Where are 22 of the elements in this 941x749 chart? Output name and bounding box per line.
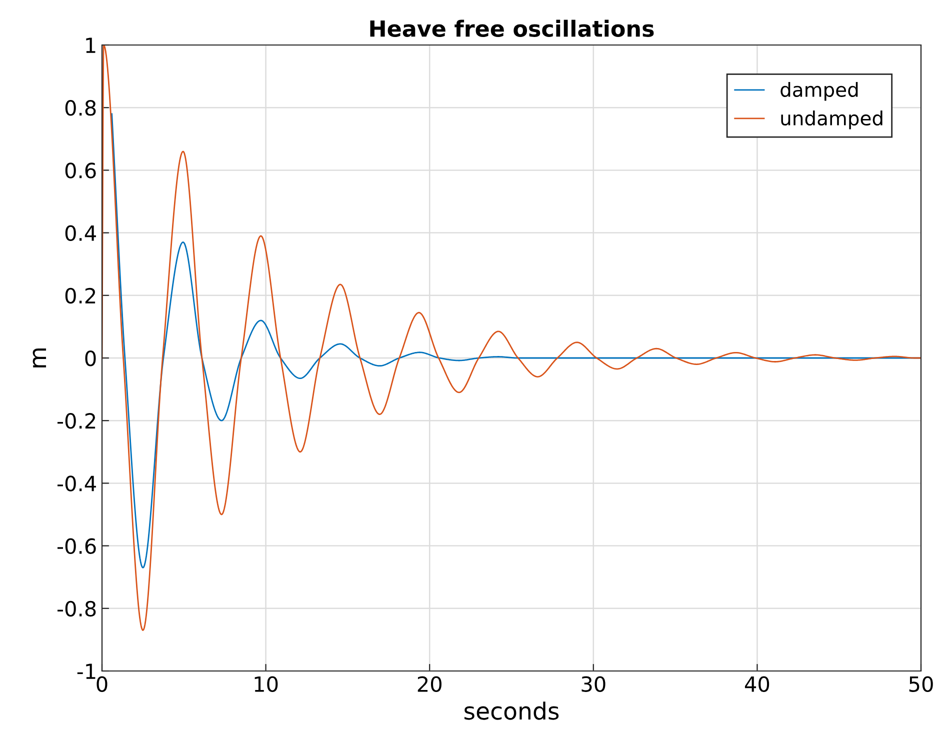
y-axis-title: m xyxy=(32,348,46,368)
x-tick-label: 0 xyxy=(96,676,108,692)
y-tick-label: 0 xyxy=(85,350,96,366)
x-axis-title: seconds xyxy=(464,702,559,720)
x-tick-label: 20 xyxy=(418,676,442,692)
y-tick-label: -0.4 xyxy=(58,476,96,492)
y-tick-label: -1 xyxy=(77,664,96,679)
x-tick-label: 30 xyxy=(582,676,606,692)
y-tick-label: 0.4 xyxy=(65,225,96,242)
legend-label: undamped xyxy=(781,110,882,130)
chart-title: Heave free oscillations xyxy=(370,20,654,37)
y-tick-label: 0.6 xyxy=(65,162,96,178)
y-tick-label: -0.8 xyxy=(58,600,96,617)
y-tick-label: -0.2 xyxy=(58,413,96,429)
y-tick-label: 0.8 xyxy=(65,100,96,116)
x-tick-label: 10 xyxy=(254,676,278,692)
legend-label: damped xyxy=(780,82,858,101)
x-tick-label: 40 xyxy=(744,676,770,692)
y-tick-label: -0.6 xyxy=(58,538,96,554)
y-tick-label: 1 xyxy=(86,38,96,53)
x-tick-label: 50 xyxy=(909,676,933,692)
y-tick-label: 0.2 xyxy=(65,288,96,304)
